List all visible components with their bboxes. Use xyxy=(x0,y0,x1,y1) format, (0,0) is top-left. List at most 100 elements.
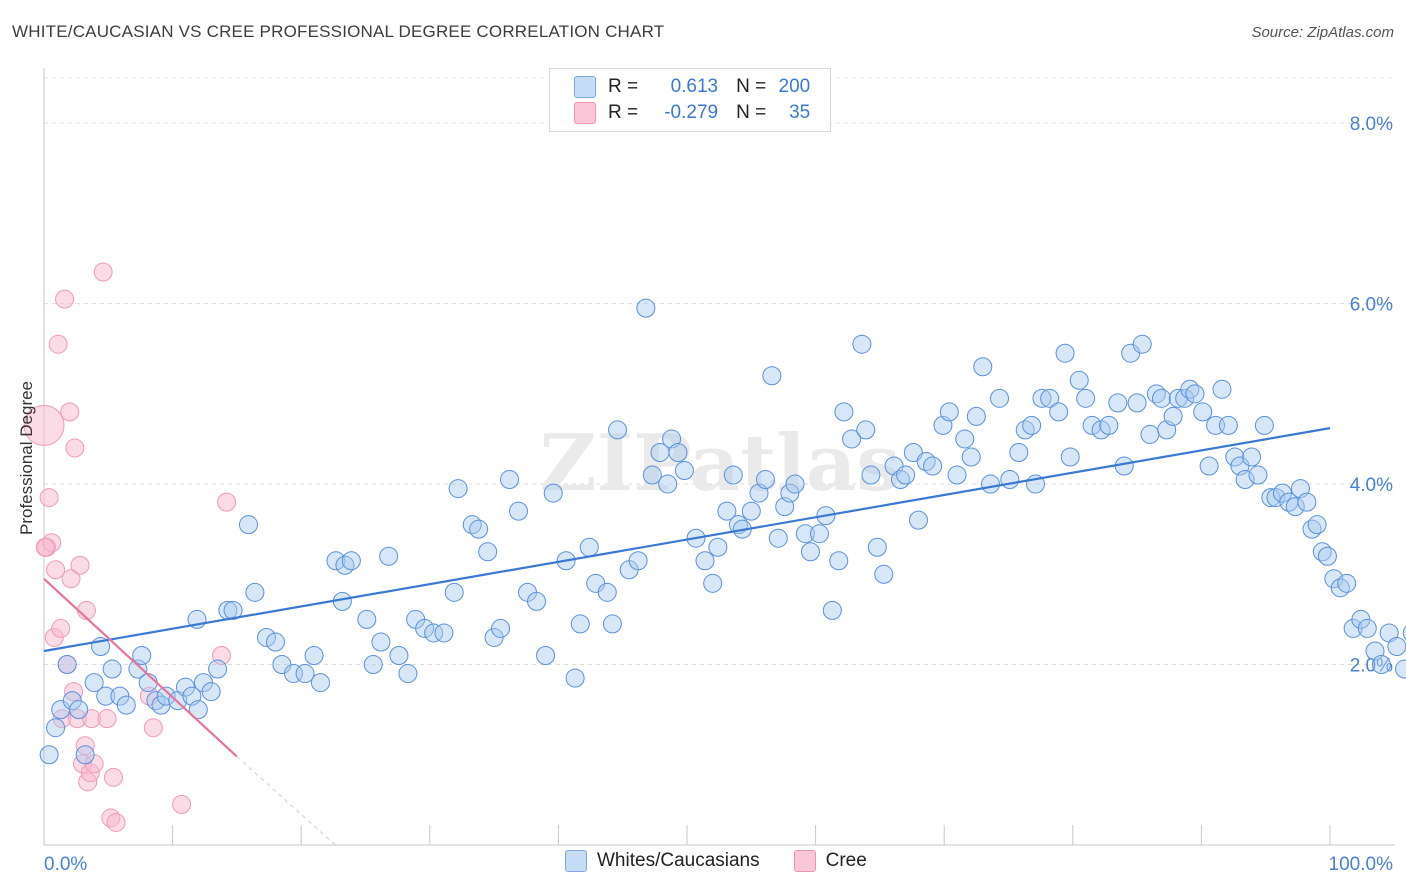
point-whites xyxy=(1127,393,1147,413)
n-label: N = xyxy=(736,76,767,97)
point-whites xyxy=(223,600,243,620)
point-whites xyxy=(1082,415,1102,435)
legend-label-whites: Whites/Caucasians xyxy=(597,850,760,871)
point-whites xyxy=(989,388,1009,408)
point-whites xyxy=(265,632,285,652)
point-whites xyxy=(1185,384,1205,404)
x-tick-label-min: 0.0% xyxy=(44,854,87,875)
point-whites xyxy=(469,519,489,539)
point-whites xyxy=(755,470,775,490)
point-whites xyxy=(1225,447,1245,467)
cree-swatch xyxy=(574,102,596,124)
point-whites xyxy=(762,366,782,386)
legend-label-cree: Cree xyxy=(825,850,867,871)
point-whites xyxy=(565,668,585,688)
point-whites xyxy=(1357,618,1377,638)
point-whites xyxy=(780,483,800,503)
point-whites xyxy=(1132,334,1152,354)
point-whites xyxy=(1371,655,1391,675)
point-whites xyxy=(132,646,152,666)
point-whites xyxy=(628,551,648,571)
stats-row-whites: R = 0.613 N = 200 xyxy=(574,74,810,100)
point-cree xyxy=(143,718,163,738)
point-whites xyxy=(208,659,228,679)
point-whites xyxy=(1297,492,1317,512)
point-whites xyxy=(768,528,788,548)
point-whites xyxy=(809,524,829,544)
point-whites xyxy=(156,686,176,706)
point-whites xyxy=(500,470,520,490)
point-whites xyxy=(371,632,391,652)
point-cree xyxy=(23,404,65,446)
point-whites xyxy=(874,564,894,584)
point-whites xyxy=(398,664,418,684)
n-label: N = xyxy=(736,102,767,123)
point-whites xyxy=(69,700,89,720)
point-cree xyxy=(61,569,81,589)
trendline-whites xyxy=(43,427,1331,653)
point-whites xyxy=(75,745,95,765)
point-whites xyxy=(896,465,916,485)
point-whites xyxy=(1060,447,1080,467)
point-whites xyxy=(1049,402,1069,422)
point-cree xyxy=(51,618,71,638)
point-whites xyxy=(1248,465,1268,485)
point-whites xyxy=(1395,659,1406,679)
n-value: 35 xyxy=(789,102,811,123)
point-whites xyxy=(1193,402,1213,422)
point-whites xyxy=(283,664,303,684)
point-whites xyxy=(829,551,849,571)
r-value: -0.279 xyxy=(664,102,719,123)
point-whites xyxy=(785,474,805,494)
point-whites xyxy=(1317,546,1337,566)
point-whites xyxy=(1163,406,1183,426)
legend-item-cree[interactable]: Cree xyxy=(793,850,867,872)
point-whites xyxy=(608,420,628,440)
point-whites xyxy=(1337,573,1357,593)
point-whites xyxy=(1199,456,1219,476)
stats-legend: R = 0.613 N = 200 R = -0.279 N = 35 xyxy=(549,68,831,132)
point-whites xyxy=(84,673,104,693)
point-whites xyxy=(116,695,136,715)
point-cree xyxy=(70,555,90,575)
point-whites xyxy=(822,600,842,620)
legend-item-whites[interactable]: Whites/Caucasians xyxy=(565,850,760,872)
point-whites xyxy=(1285,497,1305,517)
point-whites xyxy=(1175,388,1195,408)
trendline-cree xyxy=(43,577,238,758)
point-whites xyxy=(852,334,872,354)
y-tick-label: 4.0% xyxy=(1350,475,1393,496)
y-tick-label: 2.0% xyxy=(1350,656,1393,677)
point-whites xyxy=(295,664,315,684)
point-whites xyxy=(955,429,975,449)
point-whites xyxy=(341,551,361,571)
point-whites xyxy=(1402,625,1406,641)
point-whites xyxy=(363,655,383,675)
point-whites xyxy=(1235,470,1255,490)
point-whites xyxy=(908,510,928,530)
point-whites xyxy=(800,542,820,562)
point-whites xyxy=(415,618,435,638)
point-whites xyxy=(723,465,743,485)
point-whites xyxy=(39,745,59,765)
point-whites xyxy=(834,402,854,422)
point-whites xyxy=(658,474,678,494)
point-whites xyxy=(703,573,723,593)
point-whites xyxy=(1261,488,1281,508)
point-whites xyxy=(444,582,464,602)
point-whites xyxy=(1140,424,1160,444)
point-whites xyxy=(1218,415,1238,435)
point-whites xyxy=(448,479,468,499)
point-whites xyxy=(923,456,943,476)
point-whites xyxy=(961,447,981,467)
point-whites xyxy=(1000,470,1020,490)
point-whites xyxy=(102,659,122,679)
cree-legend-swatch xyxy=(793,850,816,872)
point-whites xyxy=(1055,343,1075,363)
point-whites xyxy=(973,357,993,377)
y-axis-title: Professional Degree xyxy=(17,380,36,536)
whites-swatch xyxy=(574,76,596,98)
point-whites xyxy=(201,682,221,702)
point-whites xyxy=(579,537,599,557)
